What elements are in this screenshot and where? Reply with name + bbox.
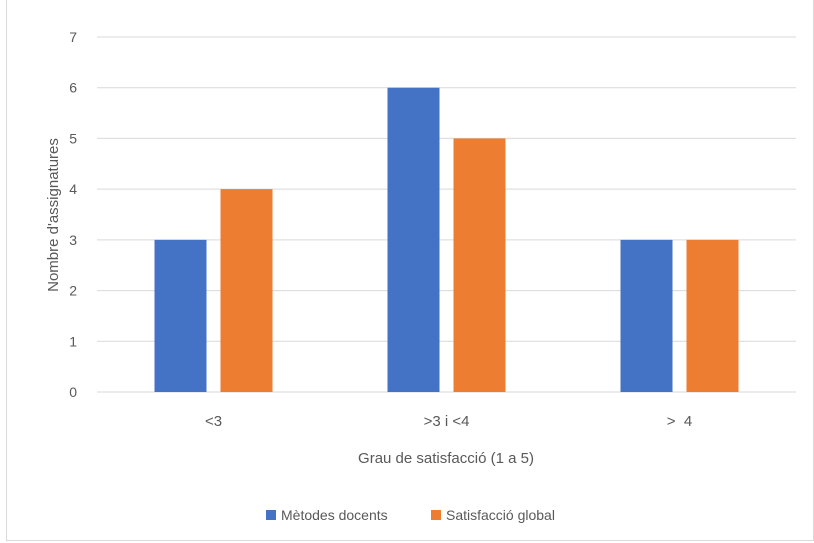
legend-label: Satisfacció global <box>446 507 555 523</box>
y-tick-label: 3 <box>69 232 77 248</box>
bar <box>154 239 207 392</box>
x-tick-label: > 4 <box>667 413 692 430</box>
bar <box>620 239 673 392</box>
y-tick-label: 4 <box>69 181 77 197</box>
y-tick-label: 6 <box>69 80 77 96</box>
x-tick-label: >3 i <4 <box>424 413 470 430</box>
y-tick-label: 1 <box>69 333 77 349</box>
legend-label: Mètodes docents <box>281 507 388 523</box>
bars <box>154 87 739 392</box>
y-tick-label: 7 <box>69 29 77 45</box>
bar <box>387 87 440 392</box>
bar <box>686 239 739 392</box>
bar <box>220 189 273 392</box>
legend-swatch <box>431 510 441 520</box>
y-tick-label: 5 <box>69 130 77 146</box>
legend-swatch <box>266 510 276 520</box>
y-tick-label: 0 <box>69 384 77 400</box>
x-tick-label: <3 <box>205 413 222 430</box>
legend: Mètodes docents Satisfacció global <box>266 507 555 523</box>
x-tick-labels: <3 >3 i <4 > 4 <box>205 413 692 430</box>
x-axis-title: Grau de satisfacció (1 a 5) <box>358 450 534 467</box>
gridlines <box>97 36 796 393</box>
bar <box>453 138 506 392</box>
y-tick-label: 2 <box>69 283 77 299</box>
y-axis-title: Nombre d'assignatures <box>45 138 62 292</box>
y-tick-labels: 0 1 2 3 4 5 6 7 <box>69 29 77 400</box>
